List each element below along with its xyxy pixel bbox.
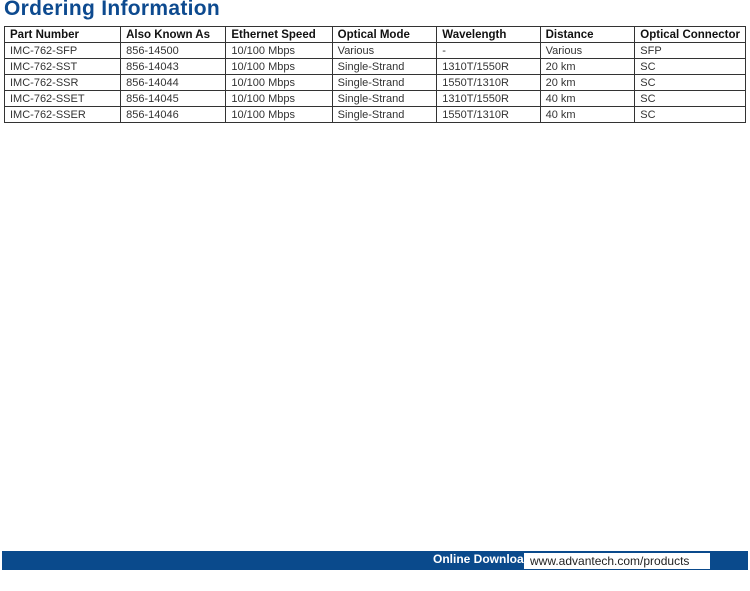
table-cell: SC [634, 58, 746, 75]
table-cell: 10/100 Mbps [225, 42, 333, 59]
table-cell: 40 km [539, 90, 636, 107]
table-cell: 10/100 Mbps [225, 106, 333, 123]
table-row: IMC-762-SST 856-14043 10/100 Mbps Single-St… [3, 58, 746, 75]
table-cell: SC [634, 106, 746, 123]
page-title: Ordering Information [4, 0, 220, 20]
table-cell: IMC-762-SSER [3, 106, 122, 123]
table-cell: 1550T/1310R [436, 106, 541, 123]
download-url-link[interactable]: www.advantech.com/products [524, 553, 710, 569]
table-cell: 20 km [539, 74, 636, 91]
table-cell: 1310T/1550R [436, 90, 541, 107]
table-cell: 10/100 Mbps [225, 74, 333, 91]
table-cell: SC [634, 74, 746, 91]
column-header: Wavelength [436, 26, 541, 43]
table-cell: IMC-762-SSET [3, 90, 122, 107]
table-row: IMC-762-SSET 856-14045 10/100 Mbps Single-S… [3, 90, 746, 107]
table-cell: IMC-762-SFP [3, 42, 122, 59]
table-cell: 856-14044 [120, 74, 227, 91]
column-header: Ethernet Speed [225, 26, 333, 43]
table-cell: 1550T/1310R [436, 74, 541, 91]
column-header: Also Known As [120, 26, 227, 43]
column-header: Part Number [3, 26, 122, 43]
table-cell: Single-Strand [331, 58, 438, 75]
table-row: IMC-762-SSER 856-14046 10/100 Mbps Single-S… [3, 106, 746, 123]
ordering-table: Part Number Also Known As Ethernet Speed Op… [3, 26, 746, 123]
table-cell: Single-Strand [331, 106, 438, 123]
table-cell: Various [539, 42, 636, 59]
table-cell: 10/100 Mbps [225, 90, 333, 107]
table-cell: SFP [634, 42, 746, 59]
table-cell: Single-Strand [331, 74, 438, 91]
table-cell: 10/100 Mbps [225, 58, 333, 75]
table-row: IMC-762-SSR 856-14044 10/100 Mbps Single-St… [3, 74, 746, 91]
table-cell: 856-14045 [120, 90, 227, 107]
column-header: Optical Mode [331, 26, 438, 43]
online-download-label: Online Download [433, 552, 531, 566]
table-cell: IMC-762-SST [3, 58, 122, 75]
table-cell: - [436, 42, 541, 59]
table-cell: Various [331, 42, 438, 59]
table-cell: 20 km [539, 58, 636, 75]
column-header: Distance [539, 26, 636, 43]
table-cell: 40 km [539, 106, 636, 123]
table-row: IMC-762-SFP 856-14500 10/100 Mbps Various - V… [3, 42, 746, 59]
table-cell: Single-Strand [331, 90, 438, 107]
column-header: Optical Connector [634, 26, 746, 43]
table-cell: IMC-762-SSR [3, 74, 122, 91]
table-header-row: Part Number Also Known As Ethernet Speed Op… [3, 26, 746, 43]
table-cell: 1310T/1550R [436, 58, 541, 75]
table-cell: 856-14043 [120, 58, 227, 75]
table-cell: 856-14046 [120, 106, 227, 123]
table-cell: 856-14500 [120, 42, 227, 59]
table-cell: SC [634, 90, 746, 107]
